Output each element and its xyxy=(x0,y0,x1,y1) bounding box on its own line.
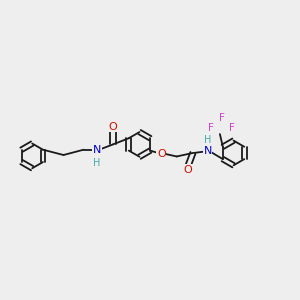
Text: N: N xyxy=(203,146,212,157)
Text: N: N xyxy=(93,145,101,155)
Text: F: F xyxy=(208,123,214,133)
Text: O: O xyxy=(157,148,166,158)
Text: H: H xyxy=(93,158,100,168)
Text: O: O xyxy=(109,122,117,132)
Text: H: H xyxy=(204,135,211,145)
Text: F: F xyxy=(219,113,225,123)
Text: O: O xyxy=(183,165,192,175)
Text: F: F xyxy=(229,123,235,133)
